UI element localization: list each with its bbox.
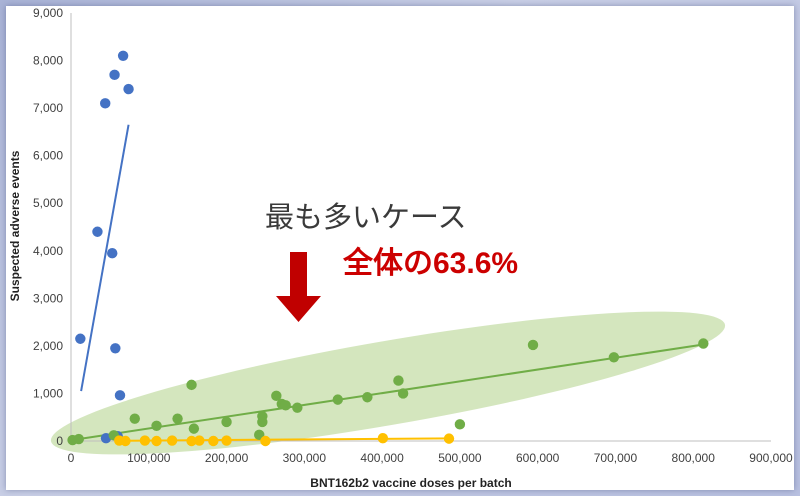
- x-tick-label: 600,000: [516, 451, 560, 465]
- trend-line-series-1: [80, 124, 130, 392]
- x-tick-label: 300,000: [283, 451, 327, 465]
- data-point-series-3: [151, 435, 162, 447]
- data-point-series-2: [151, 420, 162, 431]
- data-point-series-3: [186, 435, 197, 447]
- data-point-series-2: [257, 411, 268, 422]
- data-point-series-3: [194, 435, 205, 446]
- x-tick-label: 200,000: [205, 451, 249, 465]
- data-point-series-2: [172, 413, 183, 424]
- data-point-series-2: [698, 338, 709, 349]
- data-point-series-3: [260, 435, 271, 447]
- data-point-series-2: [393, 375, 404, 386]
- y-tick-label: 0: [56, 434, 63, 448]
- y-tick-label: 7,000: [33, 101, 63, 115]
- y-tick-label: 8,000: [33, 54, 63, 68]
- data-point-series-2: [527, 339, 539, 351]
- data-point-series-1: [109, 69, 120, 81]
- x-tick-label: 400,000: [360, 451, 404, 465]
- data-point-series-2: [332, 394, 343, 405]
- data-point-series-2: [362, 392, 373, 403]
- data-point-series-3: [166, 435, 178, 446]
- y-axis-title: Suspected adverse events: [8, 150, 22, 301]
- data-point-series-1: [117, 50, 129, 61]
- x-tick-label: 500,000: [438, 451, 482, 465]
- y-tick-label: 6,000: [33, 149, 63, 163]
- data-point-series-3: [377, 432, 389, 444]
- trend-line-series-2: [72, 343, 704, 442]
- data-point-series-3: [139, 435, 151, 446]
- data-point-series-2: [221, 416, 232, 428]
- data-points: [67, 50, 709, 447]
- y-tick-label: 9,000: [33, 6, 63, 20]
- x-axis-title: BNT162b2 vaccine doses per batch: [310, 476, 511, 490]
- y-tick-labels: 0 1,000 2,000 3,000 4,000 5,000 6,000 7,000 8,00…: [33, 6, 63, 448]
- data-point-series-2: [292, 402, 303, 413]
- data-point-series-1: [92, 226, 103, 237]
- annotation-percentage: 全体の63.6%: [342, 246, 518, 280]
- x-tick-label: 700,000: [594, 451, 638, 465]
- data-point-series-2: [608, 352, 620, 363]
- data-point-series-3: [208, 435, 219, 447]
- x-tick-label: 100,000: [127, 451, 171, 465]
- data-point-series-1: [123, 83, 134, 95]
- annotation-most-common-case: 最も多いケース: [265, 201, 467, 234]
- data-point-series-2: [397, 388, 409, 399]
- data-point-series-2: [271, 390, 282, 402]
- data-point-series-1: [100, 98, 111, 109]
- y-tick-label: 4,000: [33, 244, 63, 258]
- data-point-series-2: [129, 413, 140, 424]
- data-point-series-1: [75, 333, 86, 344]
- data-point-series-3: [221, 435, 232, 446]
- down-arrow-icon: [276, 252, 321, 322]
- data-point-series-2: [280, 400, 291, 411]
- data-point-series-2: [188, 423, 200, 434]
- x-tick-labels: 0 100,000 200,000 300,000 400,000 500,000 600,…: [68, 451, 793, 465]
- y-tick-label: 3,000: [33, 291, 63, 305]
- data-point-series-3: [443, 433, 455, 444]
- data-point-series-1: [110, 343, 121, 354]
- y-tick-label: 2,000: [33, 339, 63, 353]
- data-point-series-2: [73, 433, 84, 445]
- x-tick-label: 900,000: [749, 451, 793, 465]
- data-point-series-2: [454, 419, 466, 430]
- data-point-series-1: [114, 390, 126, 401]
- data-point-series-1: [107, 247, 118, 259]
- y-tick-label: 1,000: [33, 386, 63, 400]
- y-tick-label: 5,000: [33, 196, 63, 210]
- x-tick-label: 0: [68, 451, 75, 465]
- data-point-series-2: [186, 379, 197, 391]
- x-tick-label: 800,000: [672, 451, 716, 465]
- data-point-series-3: [120, 435, 131, 447]
